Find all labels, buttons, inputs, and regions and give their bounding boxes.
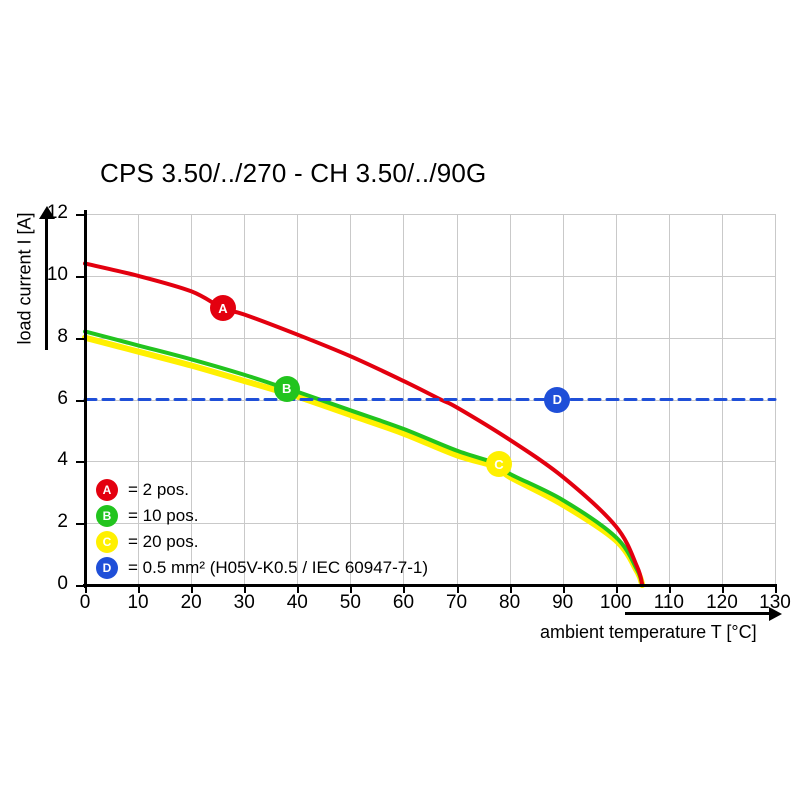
curve-marker-c: C [486,451,512,478]
y-axis-tick [76,585,86,587]
legend-badge-a: A [96,479,118,501]
y-axis-tick [76,275,86,278]
curve-marker-b: B [273,375,300,402]
legend-badge-b: B [96,505,118,527]
legend-badge-d: D [96,557,118,579]
gridline-horizontal [85,275,775,277]
chart-legend: A = 2 pos. B = 10 pos. C = 20 pos. D = 0.5 mm² … [96,478,428,582]
plot-area [82,214,777,588]
x-axis-tick-label: 10 [127,592,149,613]
y-axis-tick-label: 8 [57,325,68,347]
x-axis-tick [297,584,300,593]
x-axis-tick [138,584,141,593]
x-axis-tick [721,584,724,593]
legend-label: = 10 pos. [128,506,199,525]
y-axis-tick [76,461,86,464]
x-axis-tick [191,584,194,593]
legend-item-c: C = 20 pos. [96,530,428,554]
y-axis-tick-label: 6 [57,387,68,409]
y-axis-tick-label: 2 [57,511,68,533]
legend-label: = 2 pos. [128,480,189,499]
x-axis-tick-label: 120 [706,592,738,613]
x-axis-arrow-shaft [625,612,771,615]
y-axis-arrow-shaft [45,215,48,350]
y-axis-line [84,210,87,588]
x-axis-tick-label: 100 [599,592,632,613]
x-axis-tick-label: 20 [180,592,202,613]
y-axis-tick [76,337,86,340]
gridline-horizontal [85,214,775,215]
gridline-horizontal [85,337,775,339]
x-axis-tick [456,584,459,593]
x-axis-line [83,584,777,587]
series-line-b [83,329,645,587]
gridline-horizontal [85,523,775,525]
y-axis-tick [76,214,86,216]
curve-marker-d: D [544,386,571,413]
legend-label: = 0.5 mm² (H05V-K0.5 / IEC 60947-7-1) [128,558,428,577]
x-axis-tick [775,584,777,593]
y-axis-tick [76,523,86,526]
x-axis-tick-label: 130 [759,592,791,613]
series-line-a [83,261,645,587]
x-axis-tick [350,584,353,593]
series-line-c [82,334,646,588]
x-axis-tick-label: 70 [445,592,468,613]
x-axis-tick-label: 0 [79,592,91,613]
y-axis-arrow-head [39,206,55,219]
legend-item-d: D = 0.5 mm² (H05V-K0.5 / IEC 60947-7-1) [96,556,428,580]
x-axis-arrow-head [769,607,782,621]
x-axis-tick-label: 90 [552,592,574,613]
x-axis-tick-label: 80 [499,592,521,613]
gridline-horizontal [85,461,775,463]
x-axis-tick [509,584,512,593]
y-axis-tick-label: 4 [57,449,68,471]
legend-label: = 20 pos. [128,532,199,551]
chart-title: CPS 3.50/../270 - CH 3.50/../90G [100,158,487,188]
y-axis-title: load current I [A] [14,212,35,345]
x-axis-tick-label: 50 [339,592,361,613]
x-axis-tick [85,584,87,593]
x-axis-tick [244,584,247,593]
y-axis-tick-label: 10 [46,263,68,285]
curve-marker-a: A [210,295,236,322]
x-axis-tick [403,584,406,593]
x-axis-tick-label: 60 [392,592,415,613]
legend-item-b: B = 10 pos. [96,504,428,528]
x-axis-tick [562,584,565,593]
x-axis-tick-label: 40 [286,592,308,613]
x-axis-tick [668,584,671,593]
x-axis-tick [615,584,618,593]
x-axis-title: ambient temperature T [°C] [540,622,757,642]
x-axis-tick-label: 110 [653,592,684,613]
y-axis-tick-label: 0 [57,573,68,594]
y-axis-tick [76,399,86,402]
x-axis-tick-label: 30 [233,592,255,613]
legend-item-a: A = 2 pos. [96,478,428,502]
legend-badge-c: C [96,531,118,553]
curve-layer [82,261,777,588]
